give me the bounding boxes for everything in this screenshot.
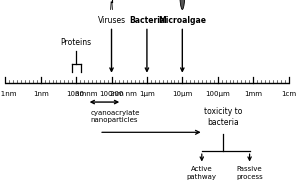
Text: 200 nm: 200 nm	[111, 91, 137, 97]
Text: 30 nm: 30 nm	[75, 91, 97, 97]
Text: 100μm: 100μm	[205, 91, 230, 97]
Ellipse shape	[180, 0, 185, 9]
Text: Proteins: Proteins	[61, 38, 92, 47]
Text: Bacteria: Bacteria	[129, 15, 165, 25]
Text: cyanoacrylate
nanoparticles: cyanoacrylate nanoparticles	[90, 110, 140, 123]
Text: 1nm: 1nm	[33, 91, 49, 97]
Text: 10nm: 10nm	[66, 91, 86, 97]
Text: toxicity to
bacteria: toxicity to bacteria	[204, 107, 242, 127]
Text: Passive
process: Passive process	[236, 166, 263, 180]
Text: 1cm: 1cm	[281, 91, 296, 97]
Text: 100nm: 100nm	[99, 91, 124, 97]
Text: 10μm: 10μm	[172, 91, 192, 97]
Text: 0.1nm: 0.1nm	[0, 91, 17, 97]
Text: 1μm: 1μm	[139, 91, 155, 97]
Text: Active
pathway: Active pathway	[187, 166, 217, 180]
Text: 1mm: 1mm	[244, 91, 262, 97]
Text: Viruses: Viruses	[97, 15, 126, 25]
Text: Microalgae: Microalgae	[158, 15, 206, 25]
